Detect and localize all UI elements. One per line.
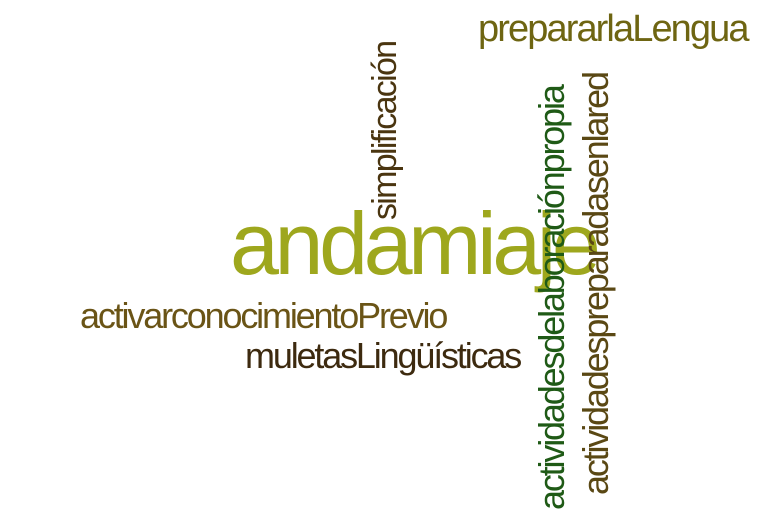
word-actividades-preparadas-en-la-red: actividadespreparadasenlared xyxy=(575,73,616,495)
word-preparar-la-lengua: prepararlaLengua xyxy=(478,8,750,50)
word-simplificacion: simplificación xyxy=(366,41,404,220)
word-muletas-linguisticas: muletasLingüísticas xyxy=(245,335,522,376)
word-activar-conocimiento-previo: activarconocimientoPrevio xyxy=(80,295,448,336)
word-actividades-elaboracion-propia: actividadesdelaboraciónpropia xyxy=(531,86,572,510)
word-andamiaje: andamiaje xyxy=(230,194,601,293)
